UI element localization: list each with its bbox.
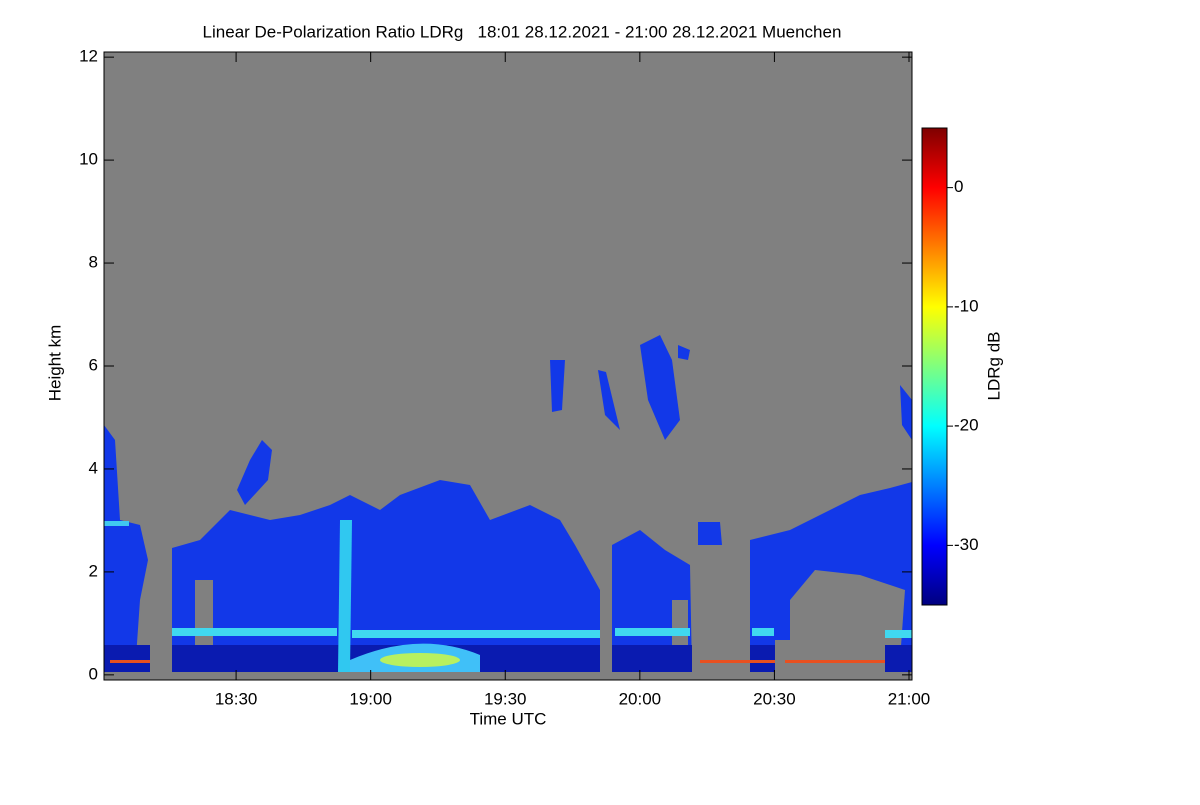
x-tick-label: 20:00 <box>619 689 662 708</box>
field-details <box>104 520 912 672</box>
field-gaps <box>195 570 905 670</box>
y-tick-label: 6 <box>89 355 98 374</box>
y-tick-label: 2 <box>89 561 98 580</box>
colorbar-tick-label: -10 <box>954 296 979 315</box>
colorbar-tick-label: -30 <box>954 535 979 554</box>
y-tick-label: 8 <box>89 253 98 272</box>
y-tick-label: 10 <box>79 150 98 169</box>
colorbar-tick-label: -20 <box>954 416 979 435</box>
y-tick-label: 12 <box>79 47 98 66</box>
colorbar-label: LDRg dB <box>984 332 1003 401</box>
x-tick-label: 21:00 <box>888 689 931 708</box>
y-tick-label: 4 <box>89 458 98 477</box>
y-tick-label: 0 <box>89 664 98 683</box>
colorbar-tick-label: 0 <box>954 177 963 196</box>
x-axis-label: Time UTC <box>470 709 547 728</box>
x-tick-label: 19:30 <box>484 689 527 708</box>
y-axis-label: Height km <box>45 325 64 402</box>
x-tick-label: 20:30 <box>753 689 796 708</box>
colorbar <box>921 127 948 606</box>
x-tick-label: 18:30 <box>215 689 258 708</box>
chart-title: Linear De-Polarization Ratio LDRg 18:01 … <box>203 22 842 41</box>
x-tick-label: 19:00 <box>349 689 392 708</box>
